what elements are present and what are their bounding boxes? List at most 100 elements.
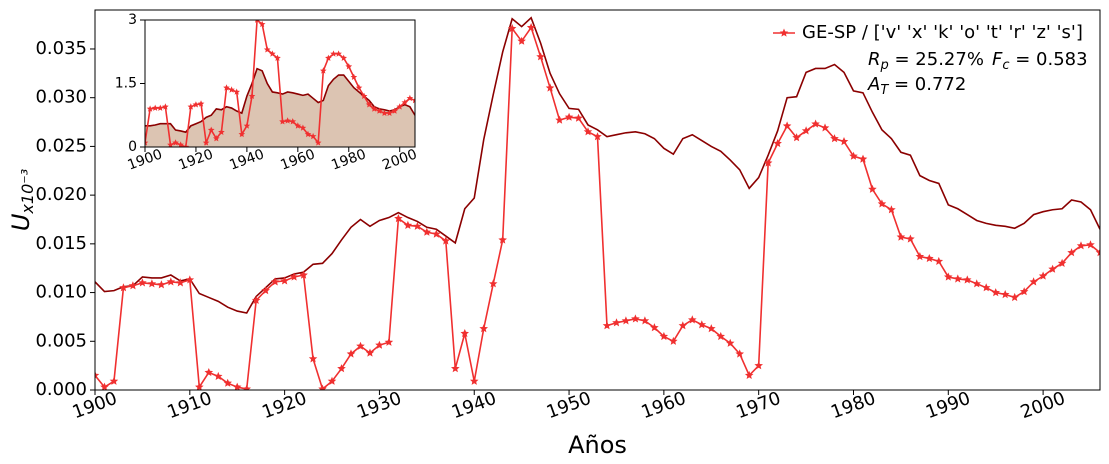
star-marker [1067,248,1076,257]
star-marker [233,88,240,95]
star-marker [375,340,384,349]
star-marker [877,199,887,208]
plot-content [145,20,415,147]
star-marker [376,107,383,114]
star-marker [972,279,981,288]
star-marker [517,36,526,45]
star-marker [602,321,612,330]
star-marker [669,336,678,345]
star-marker [574,113,583,122]
star-marker [1029,277,1038,286]
star-marker [1057,258,1067,267]
star-marker [327,376,337,385]
star-marker [934,256,944,265]
star-marker [172,139,179,146]
star-marker [422,227,432,236]
star-marker [401,99,409,106]
star-marker [849,151,858,160]
y-tick-label: 0 [128,139,137,155]
star-marker [109,376,119,385]
star-marker [991,288,1000,297]
star-marker [386,109,393,116]
star-marker [413,221,422,230]
star-marker [365,348,375,357]
star-marker [360,92,368,99]
star-marker [284,117,291,124]
y-tick-label: 0.000 [35,379,87,400]
star-marker [498,235,507,244]
star-marker [270,277,280,286]
star-marker [185,275,195,284]
star-marker [299,124,307,131]
annotation-text: = 0.772 [888,74,966,95]
star-marker [868,184,877,193]
star-marker [470,376,479,385]
annotation-var: A [867,74,880,95]
star-marker [763,158,773,167]
star-marker [197,100,205,107]
star-marker [593,132,602,141]
annotation-var: R [868,49,881,70]
x-axis-label: Años [568,431,627,459]
star-marker [195,382,204,390]
star-marker [157,280,166,289]
star-marker [451,364,460,373]
star-marker [460,329,469,338]
star-marker [1010,292,1019,302]
plot-content [95,16,1100,390]
star-marker [356,341,365,350]
star-marker [1048,264,1057,273]
star-marker [279,118,286,125]
legend-marker [779,28,789,37]
star-marker [820,123,830,132]
star-marker [707,324,716,333]
star-marker [151,104,159,111]
star-marker [289,272,299,281]
star-marker [640,316,650,325]
star-marker [207,126,215,133]
star-marker [314,139,322,146]
star-marker [432,229,441,238]
star-marker [384,337,394,346]
star-marker [289,118,297,125]
star-marker [146,105,154,112]
star-marker [337,364,346,373]
star-marker [340,54,347,61]
star-marker [128,281,138,290]
plot-frame [94,9,1101,391]
star-marker [1019,287,1029,296]
star-marker [248,92,256,99]
annotation-sub: T [880,83,889,98]
star-marker [830,134,839,143]
star-marker [238,130,246,138]
star-marker [391,107,398,114]
star-marker [564,112,574,121]
star-marker [782,121,792,130]
star-marker [1076,241,1086,250]
star-marker [280,276,289,285]
star-marker [350,73,358,80]
star-marker [176,278,185,287]
star-marker [944,272,953,281]
star-marker [263,46,271,53]
star-marker [192,101,200,108]
star-marker [294,122,302,129]
star-marker [726,338,735,347]
star-marker [612,318,621,327]
star-marker [182,143,190,147]
series-line [95,16,1100,314]
star-marker [318,384,327,390]
star-marker [325,54,332,61]
star-marker [147,279,157,288]
y-tick-label: 0.035 [35,38,87,59]
star-marker [162,103,169,110]
star-marker [269,50,276,57]
y-tick-label: 0.030 [35,87,87,108]
star-marker [697,320,707,329]
star-marker [213,135,220,142]
star-marker [792,133,801,142]
y-axis-label-sub: x10⁻³ [18,169,37,215]
star-marker [526,23,536,32]
star-marker [678,321,688,330]
